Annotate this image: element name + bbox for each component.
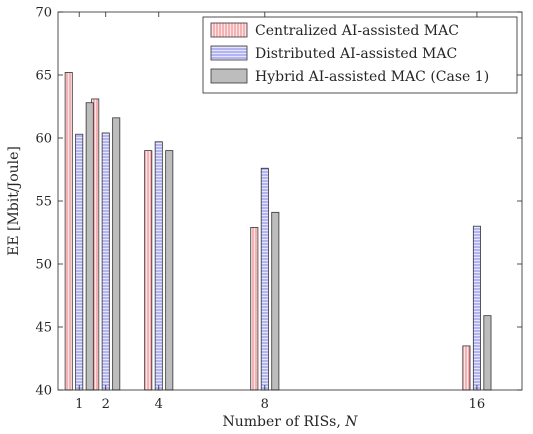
y-tick-label: 55 (35, 195, 52, 210)
legend: Centralized AI-assisted MAC Distributed A… (202, 16, 518, 94)
bar-hybrid-n1 (85, 102, 94, 391)
y-tick-label: 70 (35, 6, 52, 21)
legend-label-0: Centralized AI-assisted MAC (255, 23, 459, 39)
legend-swatch-0 (210, 22, 248, 38)
bar-hybrid-n16 (483, 315, 492, 391)
bar-distributed-n2 (101, 132, 110, 391)
x-axis-label: Number of RISs, N (223, 414, 359, 430)
legend-box (202, 16, 518, 94)
bar-centralized-n4 (144, 150, 153, 391)
y-tick-label: 50 (35, 258, 52, 273)
x-tick-label: 4 (155, 397, 163, 412)
bar-distributed-n8 (260, 167, 269, 391)
legend-label-1: Distributed AI-assisted MAC (255, 46, 457, 62)
bar-hybrid-n8 (271, 211, 280, 391)
bar-centralized-n16 (462, 345, 471, 391)
x-tick-label: 8 (261, 397, 269, 412)
legend-swatch-2 (210, 68, 248, 84)
x-tick-label: 1 (75, 397, 83, 412)
bar-centralized-n8 (250, 227, 259, 391)
bar-distributed-n4 (154, 141, 163, 391)
x-tick-label: 2 (102, 397, 110, 412)
x-axis-label-variable: N (344, 414, 358, 430)
y-axis-label: EE [Mbit/Joule] (6, 146, 22, 256)
legend-label-2: Hybrid AI-assisted MAC (Case 1) (255, 69, 489, 85)
axes-group: 40 45 50 55 60 65 70 1 2 4 8 16 (35, 6, 523, 412)
y-tick-label: 60 (35, 132, 52, 147)
bar-hybrid-n4 (165, 150, 174, 391)
y-tick-label: 65 (35, 69, 52, 84)
x-tick-label: 16 (469, 397, 486, 412)
bar-hybrid-n2 (112, 117, 121, 391)
bar-centralized-n1 (64, 72, 73, 391)
legend-swatch-1 (210, 45, 248, 61)
y-tick-label: 45 (35, 321, 52, 336)
bar-distributed-n16 (472, 225, 481, 391)
bar-distributed-n1 (75, 133, 84, 391)
y-tick-label: 40 (35, 384, 52, 399)
